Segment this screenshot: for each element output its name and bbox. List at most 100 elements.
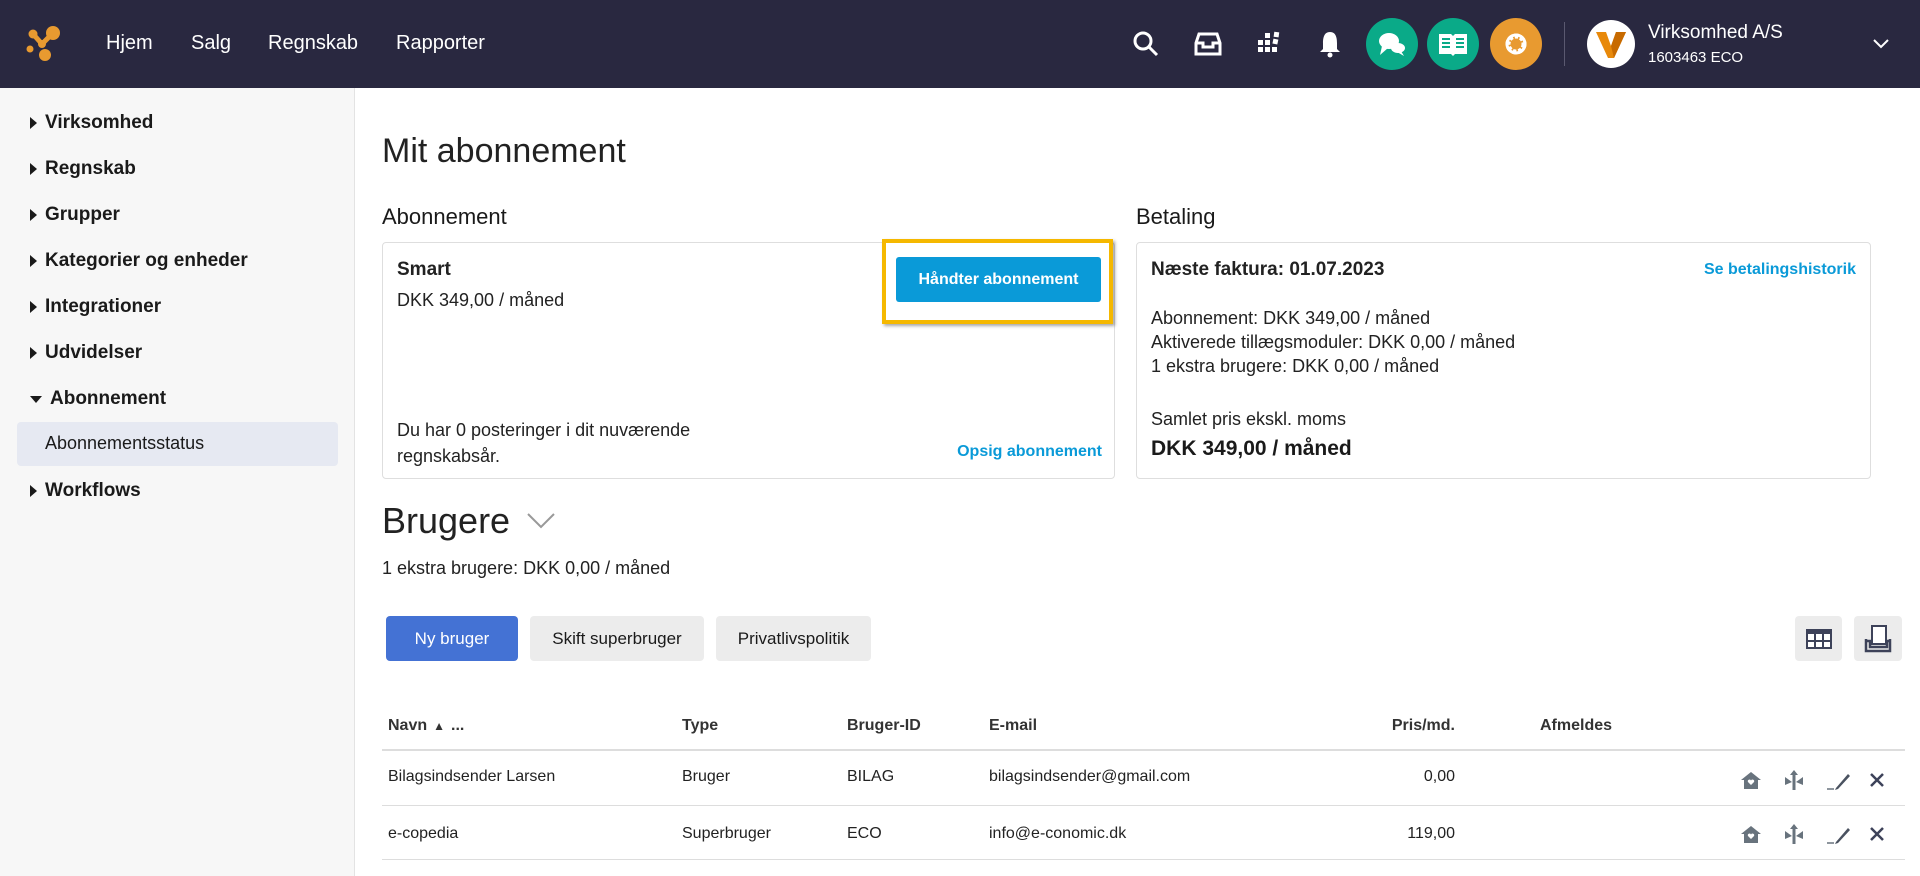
cell-price: 119,00	[1407, 825, 1455, 842]
privacy-policy-button[interactable]: Privatlivspolitik	[716, 616, 871, 661]
sidebar-item-label: Kategorier og enheder	[45, 250, 248, 271]
payment-line: Aktiverede tillægsmoduler: DKK 0,00 / må…	[1151, 332, 1516, 352]
divider	[1564, 22, 1565, 66]
sidebar-item-udvidelser[interactable]: Udvidelser	[30, 342, 142, 364]
caret-right-icon	[30, 255, 37, 267]
search-icon[interactable]	[1128, 26, 1164, 62]
next-invoice: Næste faktura: 01.07.2023	[1151, 259, 1385, 280]
sort-ascending-icon: ▲	[433, 719, 446, 733]
column-type[interactable]: Type	[682, 717, 719, 734]
delete-icon[interactable]	[1864, 767, 1890, 793]
sidebar-item-abonnement[interactable]: Abonnement	[30, 388, 166, 410]
gear-icon[interactable]	[1490, 18, 1542, 70]
column-label: Navn	[388, 717, 428, 734]
sidebar-item-virksomhed[interactable]: Virksomhed	[30, 112, 153, 134]
sidebar-item-grupper[interactable]: Grupper	[30, 204, 120, 226]
page-title: Mit abonnement	[382, 132, 626, 170]
edit-icon[interactable]	[1826, 767, 1852, 793]
nav-salg[interactable]: Salg	[191, 32, 232, 54]
sidebar-item-label: Abonnement	[50, 388, 167, 409]
company-avatar[interactable]	[1587, 20, 1635, 68]
sidebar-item-label: Virksomhed	[45, 112, 154, 133]
chat-icon[interactable]	[1366, 18, 1418, 70]
sidebar-item-workflows[interactable]: Workflows	[30, 480, 141, 502]
home-icon[interactable]	[1738, 767, 1764, 793]
home-icon[interactable]	[1738, 821, 1764, 847]
cell-user-id: BILAG	[847, 768, 895, 785]
total-price: DKK 349,00 / måned	[1151, 437, 1352, 460]
edit-icon[interactable]	[1826, 821, 1852, 847]
sidebar-item-abonnementsstatus[interactable]: Abonnementsstatus	[17, 422, 338, 466]
cell-type: Superbruger	[682, 825, 771, 842]
logo-icon[interactable]	[26, 24, 62, 64]
postings-note: Du har 0 posteringer i dit nuværende reg…	[397, 420, 691, 466]
total-label: Samlet pris ekskl. moms	[1151, 409, 1347, 429]
cell-email: info@e-conomic.dk	[989, 825, 1127, 842]
bell-icon[interactable]	[1312, 26, 1348, 62]
column-price[interactable]: Pris/md.	[1391, 717, 1455, 734]
sidebar-item-label: Grupper	[45, 204, 120, 225]
split-arrows-icon[interactable]	[1781, 767, 1807, 793]
subscription-heading: Abonnement	[382, 204, 507, 229]
print-button[interactable]	[1854, 616, 1902, 661]
inbox-icon[interactable]	[1190, 26, 1226, 62]
cell-user-id: ECO	[847, 825, 882, 842]
cancel-subscription-link[interactable]: Opsig abonnement	[957, 443, 1102, 460]
table-view-button[interactable]	[1795, 616, 1842, 661]
caret-down-icon	[30, 395, 42, 403]
caret-right-icon	[30, 347, 37, 359]
split-arrows-icon[interactable]	[1781, 821, 1807, 847]
sidebar-item-label: Udvidelser	[45, 342, 143, 363]
apps-grid-icon[interactable]	[1251, 26, 1287, 62]
users-heading: Brugere	[382, 500, 511, 541]
extra-users-note: 1 ekstra brugere: DKK 0,00 / måned	[382, 558, 671, 578]
delete-icon[interactable]	[1864, 821, 1890, 847]
caret-right-icon	[30, 117, 37, 129]
print-icon	[1864, 624, 1892, 652]
nav-rapporter[interactable]: Rapporter	[396, 32, 485, 54]
users-header[interactable]: Brugere	[382, 500, 556, 542]
book-icon[interactable]	[1427, 18, 1479, 70]
payment-line: 1 ekstra brugere: DKK 0,00 / måned	[1151, 356, 1440, 376]
plan-price: DKK 349,00 / måned	[397, 290, 565, 310]
manage-subscription-button[interactable]: Håndter abonnement	[896, 257, 1101, 302]
column-unsubscribe[interactable]: Afmeldes	[1540, 717, 1613, 734]
payment-heading: Betaling	[1136, 204, 1216, 229]
new-user-button[interactable]: Ny bruger	[386, 616, 518, 661]
nav-hjem[interactable]: Hjem	[106, 32, 153, 54]
payment-card: Næste faktura: 01.07.2023 Se betalingshi…	[1136, 242, 1871, 479]
payment-lines: Abonnement: DKK 349,00 / måned Aktivered…	[1151, 306, 1515, 378]
caret-right-icon	[30, 209, 37, 221]
payment-line: Abonnement: DKK 349,00 / måned	[1151, 308, 1431, 328]
caret-right-icon	[30, 301, 37, 313]
column-user-id[interactable]: Bruger-ID	[847, 717, 921, 734]
top-bar: Hjem Salg Regnskab Rapporter Virksomhed …	[0, 0, 1920, 88]
sidebar-item-label: Workflows	[45, 480, 141, 501]
chevron-down-icon[interactable]	[1872, 38, 1890, 50]
sidebar-item-integrationer[interactable]: Integrationer	[30, 296, 161, 318]
sidebar: Virksomhed Regnskab Grupper Kategorier o…	[0, 88, 355, 876]
cell-price: 0,00	[1423, 768, 1455, 785]
row-divider	[382, 805, 1905, 806]
plan-name: Smart	[397, 259, 451, 280]
column-email[interactable]: E-mail	[989, 717, 1038, 734]
switch-superuser-button[interactable]: Skift superbruger	[530, 616, 704, 661]
sidebar-item-label: Regnskab	[45, 158, 136, 179]
cell-type: Bruger	[682, 768, 731, 785]
column-name[interactable]: Navn ▲...	[388, 717, 464, 735]
chevron-down-icon[interactable]	[526, 512, 556, 530]
payment-history-link[interactable]: Se betalingshistorik	[1703, 261, 1856, 278]
sidebar-item-label: Integrationer	[45, 296, 162, 317]
nav-regnskab[interactable]: Regnskab	[268, 32, 359, 54]
sidebar-item-kategorier[interactable]: Kategorier og enheder	[30, 250, 248, 272]
cell-name: e-copedia	[388, 825, 459, 842]
highlight-outline	[882, 239, 1113, 324]
column-more[interactable]: ...	[451, 717, 465, 734]
cell-name: Bilagsindsender Larsen	[388, 768, 556, 785]
company-name[interactable]: Virksomhed A/S	[1648, 22, 1783, 43]
caret-right-icon	[30, 485, 37, 497]
cell-email: bilagsindsender@gmail.com	[989, 768, 1191, 785]
company-id: 1603463 ECO	[1648, 49, 1744, 66]
table-icon	[1805, 628, 1832, 649]
sidebar-item-regnskab[interactable]: Regnskab	[30, 158, 136, 180]
